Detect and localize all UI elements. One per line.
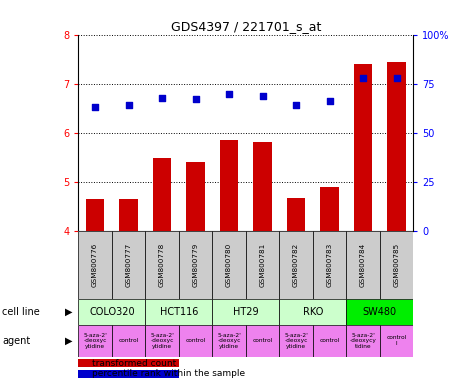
Text: GSM800782: GSM800782: [293, 243, 299, 287]
Bar: [78, 370, 179, 378]
Bar: [246, 325, 279, 357]
Text: cell line: cell line: [2, 307, 40, 317]
Bar: [346, 231, 380, 299]
Bar: [313, 325, 346, 357]
Text: COLO320: COLO320: [89, 307, 135, 317]
Bar: [320, 187, 339, 231]
Text: transformed count: transformed count: [92, 359, 176, 368]
Text: 5-aza-2'
-deoxyc
ytidine: 5-aza-2' -deoxyc ytidine: [284, 333, 308, 349]
Bar: [153, 157, 171, 231]
Point: [292, 102, 300, 108]
Text: control
l: control l: [386, 335, 407, 346]
Bar: [346, 325, 380, 357]
Text: GSM800781: GSM800781: [259, 243, 266, 287]
Text: ▶: ▶: [65, 307, 73, 317]
Bar: [78, 325, 112, 357]
Bar: [354, 64, 372, 231]
Point: [259, 93, 266, 99]
Bar: [179, 325, 212, 357]
Text: control: control: [118, 338, 139, 343]
Bar: [78, 231, 112, 299]
Text: 5-aza-2'
-deoxyc
ytidine: 5-aza-2' -deoxyc ytidine: [217, 333, 241, 349]
Text: HCT116: HCT116: [160, 307, 198, 317]
Bar: [86, 199, 104, 231]
Text: control: control: [185, 338, 206, 343]
Bar: [380, 231, 413, 299]
Bar: [145, 299, 212, 325]
Point: [125, 102, 133, 108]
Bar: [78, 299, 145, 325]
Text: GSM800783: GSM800783: [326, 243, 332, 287]
Bar: [279, 231, 313, 299]
Point: [359, 75, 367, 81]
Text: 5-aza-2'
-deoxyc
ytidine: 5-aza-2' -deoxyc ytidine: [83, 333, 107, 349]
Text: GSM800777: GSM800777: [125, 243, 132, 287]
Bar: [313, 231, 346, 299]
Text: GSM800780: GSM800780: [226, 243, 232, 287]
Bar: [212, 231, 246, 299]
Text: percentile rank within the sample: percentile rank within the sample: [92, 369, 245, 378]
Bar: [380, 325, 413, 357]
Point: [393, 75, 400, 81]
Text: 5-aza-2'
-deoxycy
tidine: 5-aza-2' -deoxycy tidine: [350, 333, 377, 349]
Text: GSM800784: GSM800784: [360, 243, 366, 287]
Bar: [246, 231, 279, 299]
Bar: [346, 299, 413, 325]
Bar: [287, 198, 305, 231]
Text: GSM800776: GSM800776: [92, 243, 98, 287]
Point: [192, 96, 200, 102]
Bar: [179, 231, 212, 299]
Bar: [145, 231, 179, 299]
Bar: [212, 299, 279, 325]
Bar: [387, 61, 406, 231]
Text: RKO: RKO: [303, 307, 323, 317]
Bar: [78, 359, 179, 367]
Text: HT29: HT29: [233, 307, 258, 317]
Point: [225, 91, 233, 97]
Text: GSM800785: GSM800785: [393, 243, 399, 287]
Text: GSM800778: GSM800778: [159, 243, 165, 287]
Text: control: control: [319, 338, 340, 343]
Bar: [279, 325, 313, 357]
Bar: [119, 199, 138, 231]
Text: SW480: SW480: [363, 307, 397, 317]
Text: agent: agent: [2, 336, 30, 346]
Title: GDS4397 / 221701_s_at: GDS4397 / 221701_s_at: [171, 20, 321, 33]
Bar: [145, 325, 179, 357]
Bar: [186, 162, 205, 231]
Bar: [220, 140, 238, 231]
Point: [91, 104, 99, 111]
Point: [326, 98, 333, 104]
Bar: [253, 142, 272, 231]
Text: control: control: [252, 338, 273, 343]
Text: ▶: ▶: [65, 336, 73, 346]
Bar: [112, 325, 145, 357]
Point: [158, 94, 166, 101]
Bar: [212, 325, 246, 357]
Text: 5-aza-2'
-deoxyc
ytidine: 5-aza-2' -deoxyc ytidine: [150, 333, 174, 349]
Text: GSM800779: GSM800779: [192, 243, 199, 287]
Bar: [112, 231, 145, 299]
Bar: [279, 299, 346, 325]
